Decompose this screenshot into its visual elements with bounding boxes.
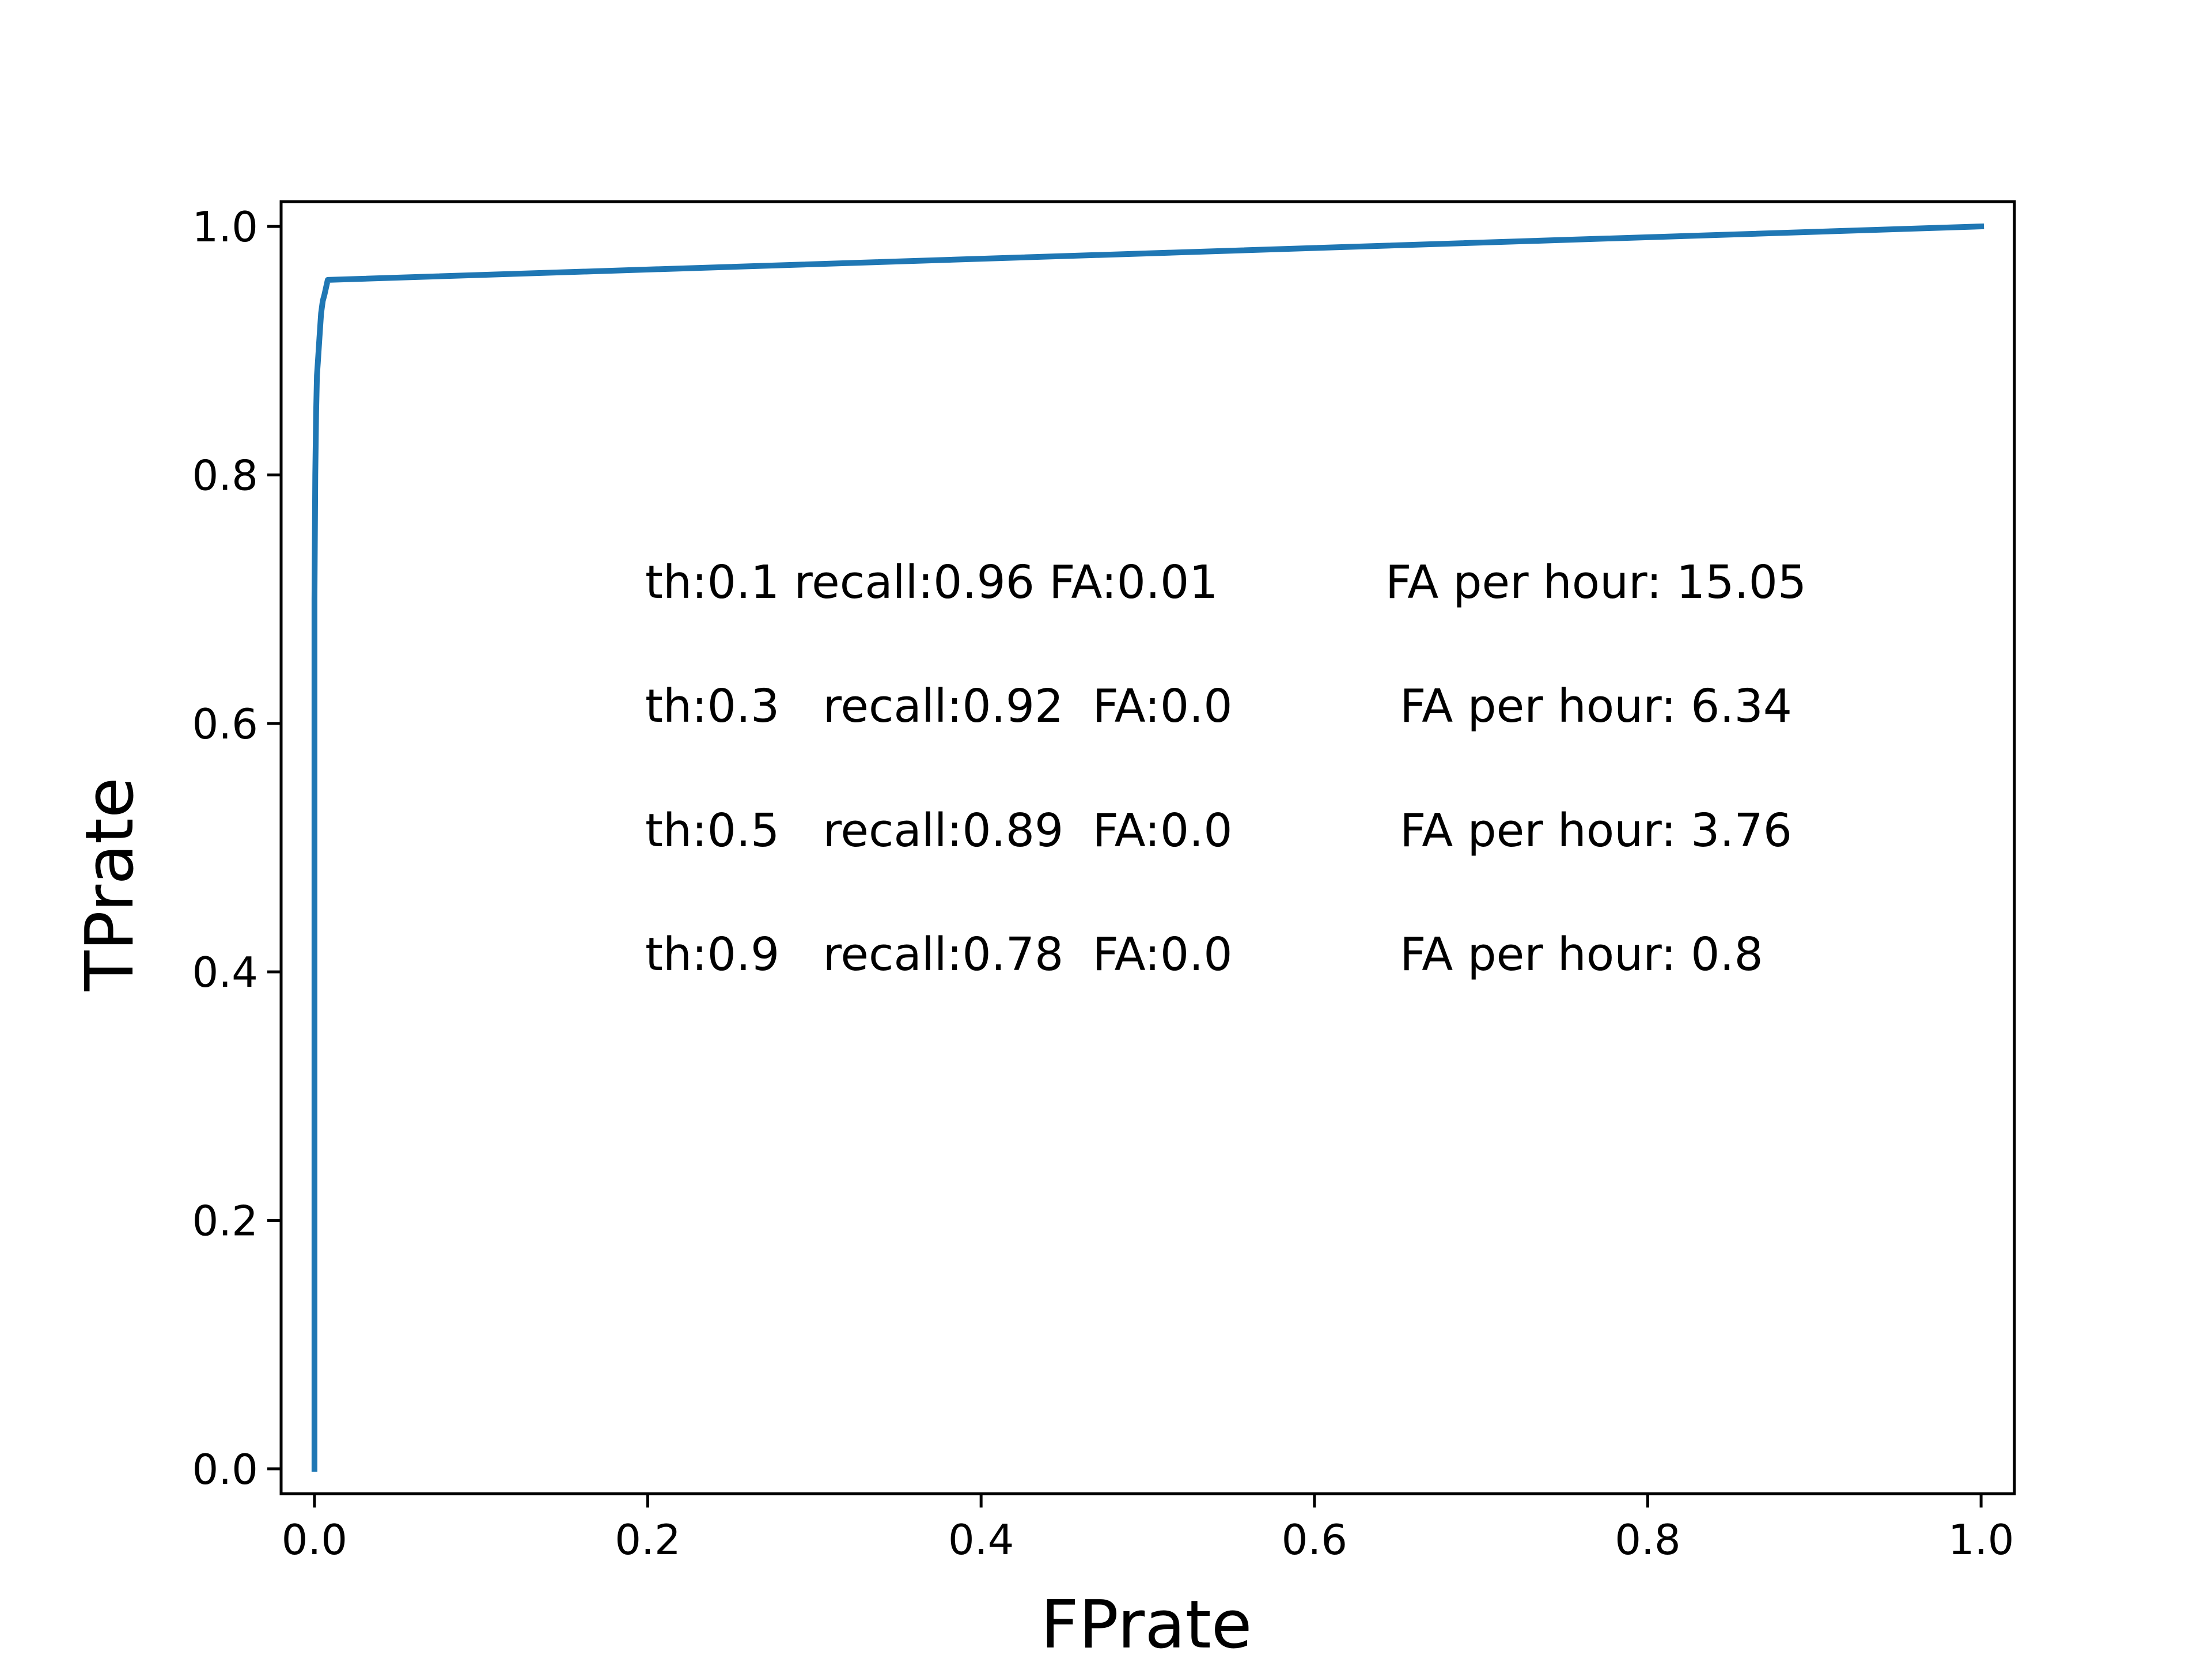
y-tick-label: 1.0 — [192, 203, 258, 251]
y-tick-label: 0.4 — [192, 948, 258, 997]
series-line-1 — [311, 223, 1984, 1472]
y-tick-label: 0.0 — [192, 1445, 258, 1494]
annotation-left-3: th:0.5 recall:0.89 FA:0.0 — [645, 804, 1233, 857]
y-tick-label: 0.6 — [192, 700, 258, 748]
annotation-left-1: th:0.1 recall:0.96 FA:0.01 — [645, 556, 1218, 609]
y-tick-label: 0.2 — [192, 1197, 258, 1245]
axes: 0.0 0.2 0.4 0.6 0.8 1.0 0.0 0.2 0.4 0.6 0.8 1.0 — [192, 200, 2016, 1564]
annotations: th:0.1 recall:0.96 FA:0.01 FA per hour: … — [645, 556, 1806, 981]
annotation-right-3: FA per hour: 3.76 — [1385, 804, 1792, 857]
annotation-right-2: FA per hour: 6.34 — [1385, 680, 1792, 733]
annotation-right-4: FA per hour: 0.8 — [1385, 928, 1763, 981]
x-tick-label: 0.8 — [1615, 1516, 1681, 1564]
x-tick-label: 0.0 — [282, 1516, 348, 1564]
plot-area — [311, 223, 1984, 1472]
y-axis-title: TPrate — [71, 777, 149, 991]
x-tick-label: 1.0 — [1948, 1516, 2014, 1564]
x-tick-label: 0.4 — [948, 1516, 1014, 1564]
y-tick-label: 0.8 — [192, 451, 258, 499]
annotation-right-1: FA per hour: 15.05 — [1385, 556, 1806, 609]
x-tick-label: 0.2 — [615, 1516, 681, 1564]
x-axis-title: FPrate — [1040, 1586, 1252, 1659]
x-tick-label: 0.6 — [1282, 1516, 1348, 1564]
annotation-left-2: th:0.3 recall:0.92 FA:0.0 — [645, 680, 1233, 733]
plot-frame — [279, 200, 2016, 1495]
annotation-left-4: th:0.9 recall:0.78 FA:0.0 — [645, 928, 1233, 981]
